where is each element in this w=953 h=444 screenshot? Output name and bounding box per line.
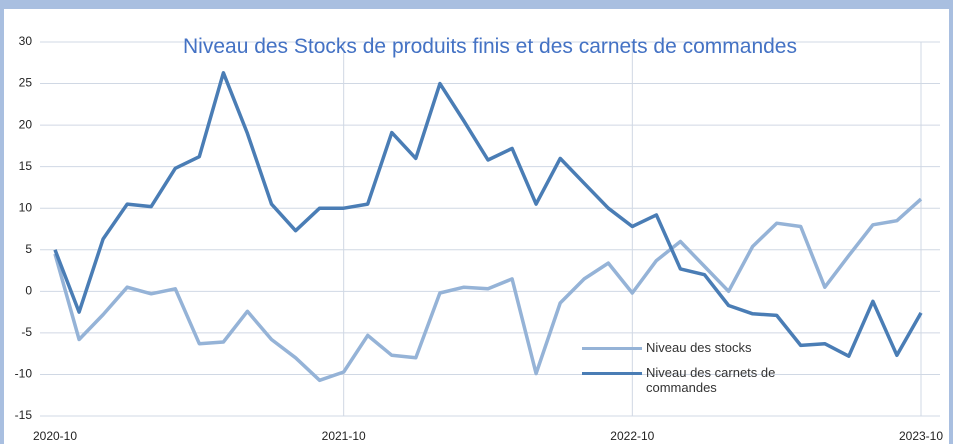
left-band <box>0 0 4 444</box>
x-tick-label: 2020-10 <box>33 429 77 443</box>
y-tick-label: 20 <box>19 117 33 131</box>
series-line <box>53 71 923 358</box>
y-tick-label: 25 <box>19 76 33 90</box>
y-tick-label: 5 <box>25 242 32 256</box>
chart-title: Niveau des Stocks de produits finis et d… <box>183 35 797 58</box>
y-tick-label: 0 <box>25 284 32 298</box>
y-tick-label: -10 <box>15 367 33 381</box>
legend-item: Niveau des carnets de commandes <box>582 365 802 395</box>
y-tick-label: 30 <box>19 34 33 48</box>
y-tick-label: -5 <box>21 325 32 339</box>
right-band <box>949 0 953 444</box>
top-band <box>0 0 953 9</box>
legend-swatch <box>582 347 642 350</box>
legend-item: Niveau des stocks <box>582 340 802 355</box>
y-tick-label: 10 <box>19 200 33 214</box>
series-line <box>53 197 923 383</box>
x-tick-label: 2022-10 <box>610 429 654 443</box>
x-tick-label: 2023-10 <box>899 429 943 443</box>
legend-label: Niveau des stocks <box>646 340 752 355</box>
legend: Niveau des stocks Niveau des carnets de c… <box>582 340 802 405</box>
legend-label: Niveau des carnets de commandes <box>646 365 776 395</box>
y-tick-label: 15 <box>19 159 33 173</box>
y-tick-label: -15 <box>15 408 33 422</box>
x-tick-label: 2021-10 <box>322 429 366 443</box>
legend-swatch <box>582 372 642 375</box>
